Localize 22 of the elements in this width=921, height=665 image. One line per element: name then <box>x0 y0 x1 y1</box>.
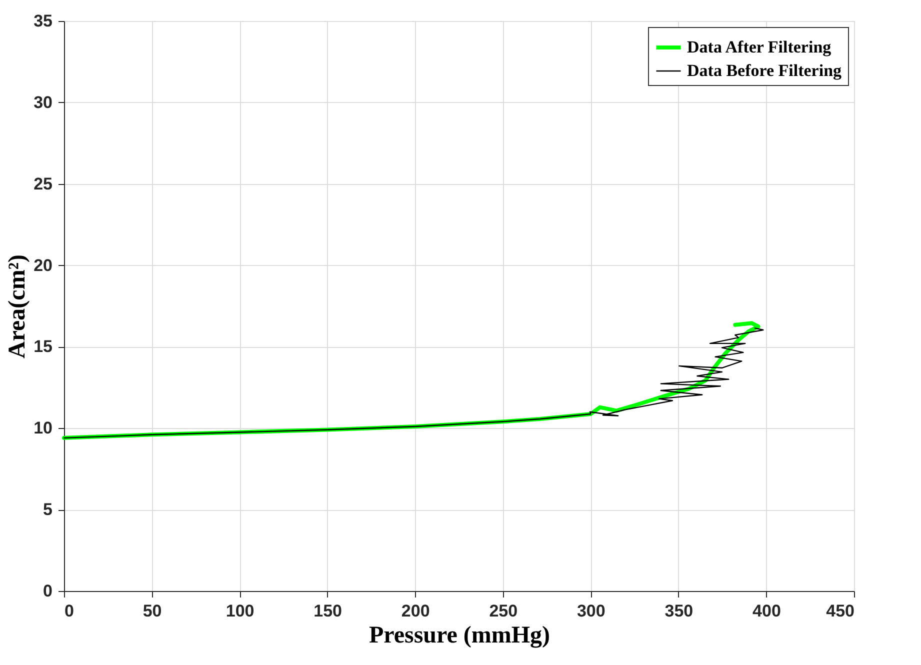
y-axis-title: Area(cm²) <box>4 254 31 359</box>
y-tick-label: 30 <box>34 92 52 112</box>
x-tick-label: 300 <box>576 602 606 620</box>
x-tick-label: 150 <box>314 602 342 620</box>
x-tick-label: 350 <box>664 602 694 620</box>
legend-label: Data After Filtering <box>687 38 832 56</box>
x-tick-label: 450 <box>826 602 854 620</box>
y-tick-label: 15 <box>34 337 52 356</box>
y-tick-label: 35 <box>34 12 52 30</box>
x-tick-label: 50 <box>142 602 162 620</box>
y-tick-label: 5 <box>43 500 52 520</box>
x-tick-label: 400 <box>752 602 781 620</box>
x-tick-label: 200 <box>401 602 430 620</box>
x-tick-label: 0 <box>64 602 74 620</box>
x-tick-label: 100 <box>226 602 254 620</box>
y-tick-label: 10 <box>34 418 52 438</box>
x-axis-title: Pressure (mmHg) <box>368 622 550 648</box>
x-tick-label: 250 <box>489 602 518 620</box>
legend-label: Data Before Filtering <box>687 61 842 80</box>
y-tick-label: 20 <box>34 256 52 275</box>
y-tick-label: 0 <box>43 582 52 600</box>
y-tick-label: 25 <box>34 174 52 194</box>
